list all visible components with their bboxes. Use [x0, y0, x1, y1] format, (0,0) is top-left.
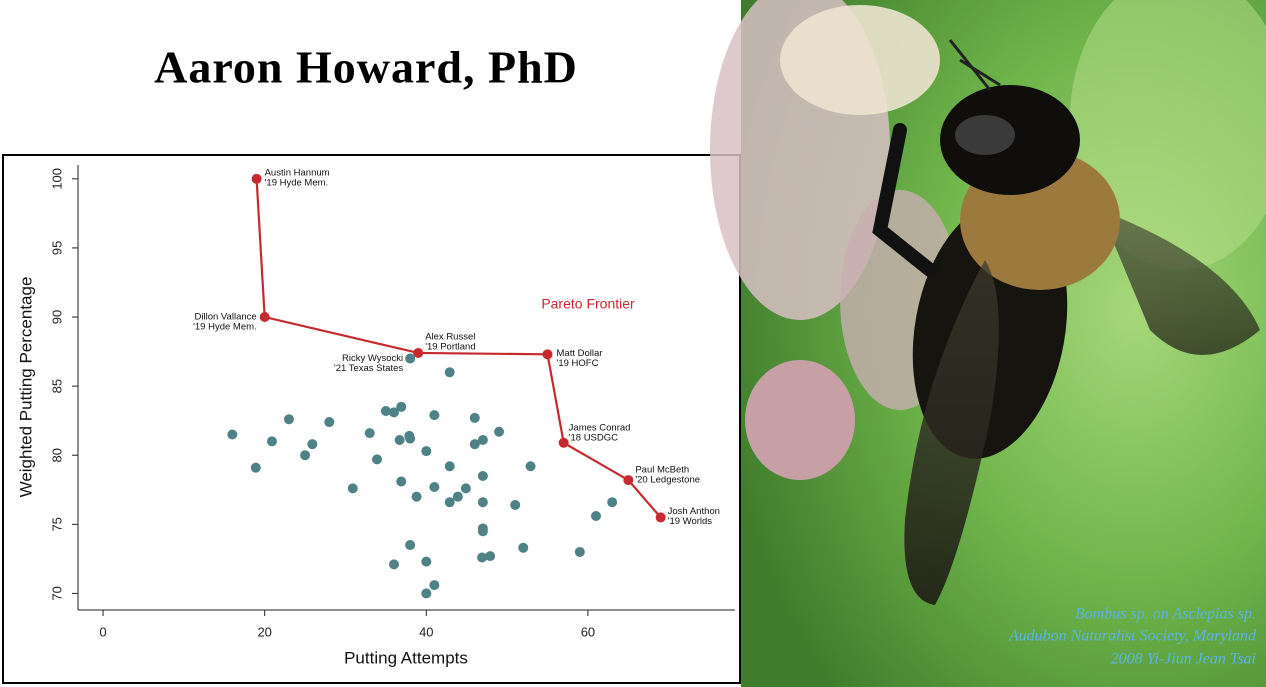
- point-label: '18 USDGC: [569, 432, 618, 443]
- point-label: Paul McBeth: [635, 465, 689, 476]
- data-point: [460, 483, 471, 494]
- data-point: [518, 542, 529, 553]
- data-point: [250, 462, 261, 473]
- data-point: [411, 491, 422, 502]
- data-point: [347, 483, 358, 494]
- data-point: [444, 461, 455, 472]
- point-label: '21 Texas States: [334, 363, 403, 374]
- data-point: [405, 433, 416, 444]
- data-point: [607, 497, 618, 508]
- chart: Putting Attempts Weighted Putting Percen…: [16, 165, 735, 667]
- data-point: [525, 461, 536, 472]
- y-tick-label: 75: [49, 517, 64, 531]
- data-point: [388, 407, 399, 418]
- frontier-point: [542, 349, 553, 360]
- y-axis-label: Weighted Putting Percentage: [16, 277, 35, 498]
- x-tick-label: 40: [419, 624, 433, 639]
- photo-bee-eye: [955, 115, 1015, 155]
- data-point: [266, 436, 277, 447]
- data-point: [421, 588, 432, 599]
- x-tick-label: 20: [257, 624, 271, 639]
- photo-bud: [745, 360, 855, 480]
- point-label: Austin Hannum: [265, 167, 330, 178]
- data-point: [444, 367, 455, 378]
- data-point: [372, 454, 383, 465]
- x-tick-label: 60: [581, 624, 595, 639]
- photo-leaf: [1070, 0, 1266, 270]
- data-point: [396, 401, 407, 412]
- y-tick-label: 90: [49, 310, 64, 324]
- chart-frame: [2, 154, 741, 684]
- photo-caption: Bombus sp. on Asclepias sp.: [1075, 606, 1256, 623]
- frontier-point: [623, 475, 634, 486]
- data-point: [429, 482, 440, 493]
- point-label: '19 Portland: [425, 341, 475, 352]
- data-point: [477, 435, 488, 446]
- data-point: [477, 470, 488, 481]
- data-point: [477, 526, 488, 537]
- frontier-point: [655, 512, 666, 523]
- frontier-point: [413, 347, 424, 358]
- slide-title: Aaron Howard, PhD: [154, 42, 578, 93]
- data-point: [324, 417, 335, 428]
- data-point: [380, 405, 391, 416]
- point-label: Dillon Vallance: [195, 312, 257, 323]
- photo-caption: Audubon Naturalist Society, Maryland: [1008, 628, 1257, 645]
- data-point: [307, 439, 318, 450]
- photo-bee-leg: [872, 123, 937, 277]
- data-point: [477, 497, 488, 508]
- point-label: '19 Worlds: [668, 516, 713, 527]
- point-label: '19 Hyde Mem.: [193, 322, 257, 333]
- point-label: '20 Ledgestone: [635, 475, 700, 486]
- data-point: [469, 412, 480, 423]
- data-point: [227, 429, 238, 440]
- photo-caption: 2008 Yi-Jiun Jean Tsai: [1111, 651, 1256, 668]
- data-point: [300, 450, 311, 461]
- data-point: [510, 499, 521, 510]
- point-label: Josh Anthon: [668, 506, 720, 517]
- photo-flowers: [780, 5, 940, 115]
- y-tick-label: 70: [49, 586, 64, 600]
- photo-bee-wing: [1100, 210, 1260, 355]
- data-point: [388, 559, 399, 570]
- y-tick-label: 80: [49, 448, 64, 462]
- point-label: '19 HOFC: [557, 358, 599, 369]
- point-label: '19 Hyde Mem.: [265, 177, 329, 188]
- frontier-annotation: Pareto Frontier: [541, 296, 635, 312]
- y-tick-label: 95: [49, 241, 64, 255]
- data-point: [421, 446, 432, 457]
- data-point: [405, 353, 416, 364]
- data-point: [421, 556, 432, 567]
- data-point: [394, 435, 405, 446]
- photo-bee-antenna: [948, 39, 1001, 91]
- frontier-point: [558, 437, 569, 448]
- point-label: Alex Russel: [425, 331, 475, 342]
- data-point: [429, 580, 440, 591]
- data-point: [574, 546, 585, 557]
- frontier-point: [251, 173, 262, 184]
- y-tick-label: 100: [49, 168, 64, 190]
- point-label: Ricky Wysocki: [342, 353, 403, 364]
- data-point: [494, 426, 505, 437]
- data-point: [477, 552, 488, 563]
- data-point: [405, 540, 416, 551]
- data-point: [429, 410, 440, 421]
- photo-bee-wing: [904, 260, 999, 605]
- x-tick-label: 0: [99, 624, 106, 639]
- y-tick-label: 85: [49, 379, 64, 393]
- frontier-point: [259, 312, 270, 323]
- data-point: [444, 497, 455, 508]
- data-point: [469, 439, 480, 450]
- data-point: [452, 491, 463, 502]
- data-point: [485, 551, 496, 562]
- data-point: [396, 476, 407, 487]
- data-point: [364, 428, 375, 439]
- x-axis-label: Putting Attempts: [344, 648, 468, 667]
- photo: [710, 0, 1266, 687]
- point-label: Matt Dollar: [557, 348, 603, 359]
- point-label: James Conrad: [569, 422, 631, 433]
- data-point: [283, 414, 294, 425]
- data-point: [591, 511, 602, 522]
